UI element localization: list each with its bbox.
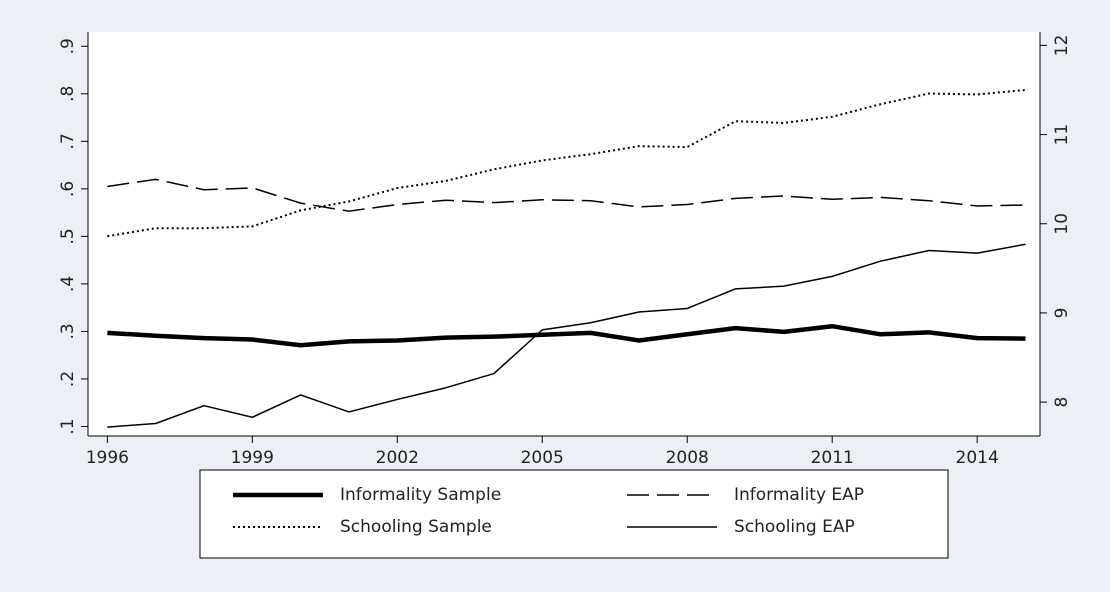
series-line (107, 243, 1026, 428)
x-tick-label: 2002 (376, 448, 419, 468)
y-tick-label: .1 (58, 418, 78, 434)
y-tick-label: .5 (58, 228, 78, 244)
y2-tick-label: 10 (1052, 213, 1072, 235)
y2-tick-label: 11 (1052, 124, 1072, 146)
x-tick-label: 2014 (956, 448, 999, 468)
y-tick-label: .8 (58, 86, 78, 102)
y-tick-label: .2 (58, 371, 78, 387)
y-tick-label: .3 (58, 323, 78, 339)
y2-tick-label: 9 (1052, 308, 1072, 319)
y-tick-label: .9 (58, 38, 78, 54)
y-tick-label: .6 (58, 181, 78, 197)
plot-area (88, 32, 1040, 436)
y-tick-label: .7 (58, 133, 78, 149)
legend-label: Schooling Sample (340, 517, 492, 537)
series-line (107, 178, 1026, 212)
legend-box (199, 469, 949, 559)
x-tick-label: 2011 (811, 448, 854, 468)
x-tick-label: 2008 (666, 448, 709, 468)
y2-tick-label: 12 (1052, 35, 1072, 57)
legend-label: Informality EAP (734, 485, 864, 505)
y-tick-label: .4 (58, 276, 78, 292)
legend-label: Informality Sample (340, 485, 501, 505)
legend-label: Schooling EAP (734, 517, 855, 537)
y2-tick-label: 8 (1052, 397, 1072, 408)
x-tick-label: 1999 (231, 448, 274, 468)
x-tick-label: 1996 (86, 448, 129, 468)
x-tick-label: 2005 (521, 448, 564, 468)
series-line (107, 323, 1026, 348)
